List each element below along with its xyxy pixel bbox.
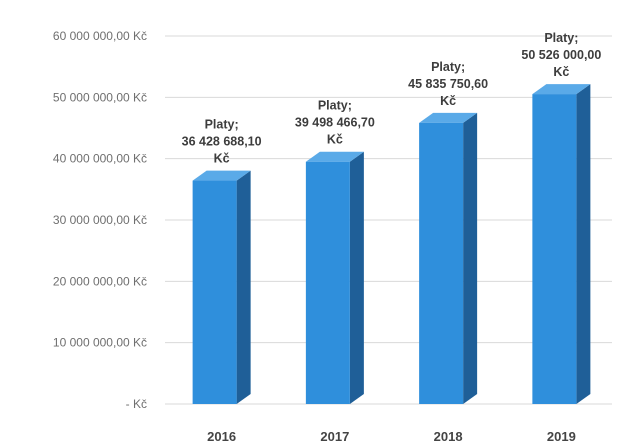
- y-tick-label: 30 000 000,00 Kč: [53, 213, 147, 227]
- data-label: Kč: [214, 152, 230, 166]
- data-label: Kč: [440, 94, 456, 108]
- x-tick-label: 2019: [547, 429, 576, 444]
- data-label: 50 526 000,00: [521, 48, 601, 62]
- data-label: Platy;: [318, 99, 352, 113]
- y-tick-label: 50 000 000,00 Kč: [53, 90, 147, 104]
- bar-front: [193, 181, 237, 404]
- data-label: 39 498 466,70: [295, 116, 375, 130]
- bar-front: [532, 94, 576, 404]
- bar-side: [576, 84, 590, 404]
- bar: [193, 171, 251, 404]
- data-label: Platy;: [205, 118, 239, 132]
- x-tick-label: 2017: [320, 429, 349, 444]
- bar-side: [350, 152, 364, 404]
- bar-side: [463, 113, 477, 404]
- data-label: Platy;: [431, 60, 465, 74]
- data-label: Kč: [553, 65, 569, 79]
- y-tick-label: 10 000 000,00 Kč: [53, 336, 147, 350]
- y-axis-ticks: - Kč 10 000 000,00 Kč 20 000 000,00 Kč 30 0…: [53, 29, 147, 411]
- data-label: Platy;: [544, 31, 578, 45]
- bar-side: [237, 171, 251, 404]
- y-tick-label: 40 000 000,00 Kč: [53, 152, 147, 166]
- bar: [419, 113, 477, 404]
- bar-front: [306, 162, 350, 404]
- x-axis-ticks: 2016 2017 2018 2019: [207, 429, 576, 444]
- bar: [306, 152, 364, 404]
- y-tick-label: - Kč: [126, 397, 147, 411]
- data-label: Kč: [327, 133, 343, 147]
- bar: [532, 84, 590, 404]
- y-tick-label: 60 000 000,00 Kč: [53, 29, 147, 43]
- x-tick-label: 2016: [207, 429, 236, 444]
- bar-front: [419, 123, 463, 404]
- x-tick-label: 2018: [434, 429, 463, 444]
- data-label: 45 835 750,60: [408, 77, 488, 91]
- data-label: 36 428 688,10: [182, 135, 262, 149]
- y-tick-label: 20 000 000,00 Kč: [53, 274, 147, 288]
- bars: [193, 84, 591, 404]
